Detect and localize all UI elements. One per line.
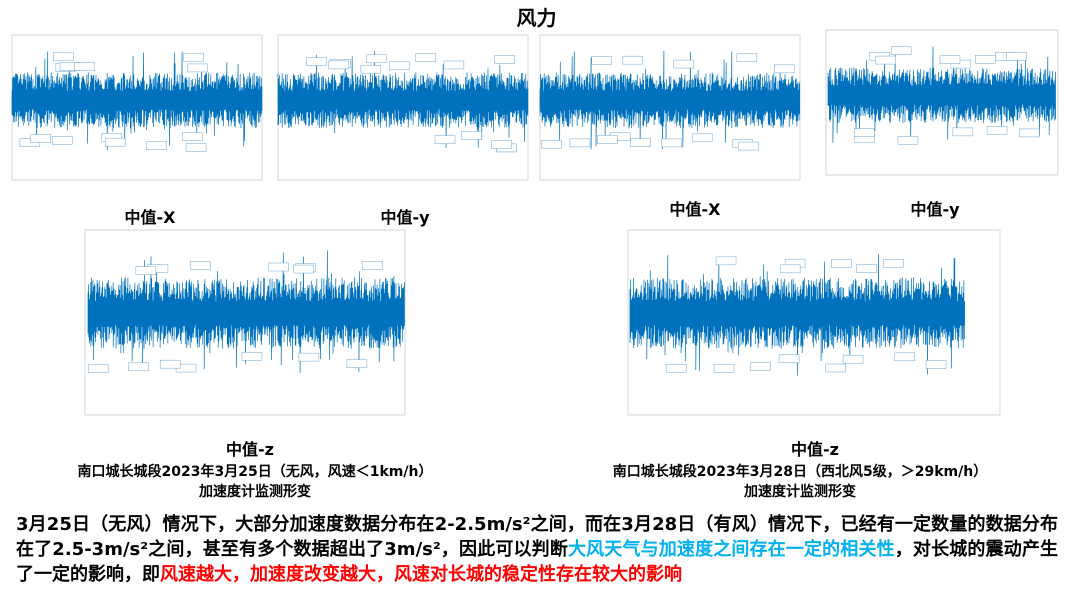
data-tip — [105, 137, 126, 147]
data-tip — [630, 138, 651, 147]
caption-line: 南口城长城段2023年3月28日（西北风5级，＞29km/h） — [612, 464, 988, 480]
conclusion-segment: 风速越大，加速度改变越大，风速对长城的稳定性存在较大的影响 — [160, 564, 682, 585]
panel-label: 中值-y — [380, 208, 430, 227]
panel-label: 中值-X — [669, 200, 721, 219]
data-tip — [298, 352, 320, 362]
data-tip — [389, 61, 410, 71]
caption: 南口城长城段2023年3月28日（西北风5级，＞29km/h） 加速度计监测形变 — [613, 462, 987, 502]
data-tip — [1018, 128, 1040, 138]
data-tip — [328, 60, 349, 70]
data-tip — [897, 136, 919, 145]
conclusion-segment: 3月25日（无风）情况下，大部分加速度数据分布在2-2.5m/s²之间，而在3月… — [16, 514, 1058, 560]
data-tip — [53, 52, 74, 62]
data-tip — [856, 264, 877, 273]
caption-line: 加速度计监测形变 — [198, 484, 311, 500]
panel-label: 中值-z — [226, 440, 274, 459]
signal — [827, 46, 1056, 144]
panel-label: 中值-X — [124, 208, 176, 227]
panel-label: 中值-z — [791, 440, 839, 459]
data-tip — [691, 133, 713, 143]
data-tip — [159, 359, 181, 369]
data-tip — [443, 60, 465, 70]
conclusion-segment: ，对长城的震动产生了一定的影响，即 — [16, 539, 1059, 585]
signal — [87, 250, 405, 373]
data-tip — [842, 354, 864, 364]
data-tip — [950, 59, 972, 69]
signal — [277, 51, 529, 149]
data-tip — [715, 256, 737, 266]
data-tip — [1006, 52, 1027, 61]
data-tip — [366, 54, 387, 64]
data-tip — [986, 126, 1008, 135]
data-tip — [736, 53, 758, 62]
data-tip — [939, 55, 961, 64]
data-tip — [825, 363, 846, 373]
data-tip — [128, 362, 149, 372]
conclusion-segment: 大风天气与加速度之间存在一定的相关性 — [567, 539, 895, 560]
plot-frame — [84, 229, 406, 416]
data-tip — [268, 262, 289, 272]
plot-frame — [825, 29, 1059, 176]
data-tip — [362, 261, 383, 270]
data-tip — [894, 352, 915, 362]
data-tip — [952, 127, 974, 137]
panel-label: 中值-y — [910, 200, 960, 219]
caption-line: 南口城长城段2023年3月25日（无风，风速＜1km/h） — [77, 464, 433, 480]
data-tip — [146, 141, 167, 150]
data-tip — [293, 264, 314, 274]
data-tip — [831, 259, 852, 268]
data-tip — [415, 53, 436, 62]
data-tip — [774, 64, 795, 74]
data-tip — [491, 140, 512, 149]
data-tip — [622, 55, 644, 65]
data-tip — [661, 138, 682, 148]
caption-line: 加速度计监测形变 — [743, 484, 856, 500]
data-tip — [569, 138, 591, 148]
data-tip — [494, 55, 515, 64]
data-tip — [306, 57, 327, 66]
data-tip — [74, 62, 95, 71]
data-tip — [190, 261, 211, 270]
data-tip — [87, 364, 109, 373]
signal — [539, 50, 801, 150]
data-tip — [673, 59, 694, 69]
slide-title: 风力 — [516, 6, 557, 30]
caption: 南口城长城段2023年3月25日（无风，风速＜1km/h） 加速度计监测形变 — [78, 462, 433, 502]
data-tip — [665, 363, 687, 373]
data-tip — [875, 55, 896, 65]
data-tip — [434, 135, 456, 144]
signal — [629, 253, 965, 376]
data-tip — [30, 134, 51, 143]
data-tip — [750, 362, 771, 371]
data-tip — [853, 128, 875, 137]
data-tip — [591, 56, 612, 65]
data-tip — [360, 64, 382, 74]
data-tip — [183, 52, 204, 62]
data-tip — [925, 360, 947, 369]
data-tip — [135, 266, 157, 275]
data-tip — [779, 264, 801, 274]
data-tip — [737, 141, 759, 151]
plots — [11, 29, 1059, 416]
data-tip — [713, 364, 735, 373]
data-tip — [975, 55, 996, 64]
data-tip — [890, 46, 912, 55]
data-tip — [778, 354, 800, 364]
plot-frame — [627, 229, 1001, 416]
data-tip — [541, 139, 562, 149]
data-tip — [461, 131, 482, 140]
data-tip — [187, 63, 208, 73]
conclusion: 3月25日（无风）情况下，大部分加速度数据分布在2-2.5m/s²之间，而在3月… — [16, 512, 1058, 587]
data-tip — [882, 259, 904, 268]
data-tip — [182, 132, 203, 141]
signal — [11, 51, 263, 151]
data-tip — [346, 359, 368, 368]
data-tip — [597, 135, 618, 144]
data-tip — [185, 143, 207, 152]
data-tip — [241, 352, 263, 361]
data-tip — [51, 136, 73, 145]
